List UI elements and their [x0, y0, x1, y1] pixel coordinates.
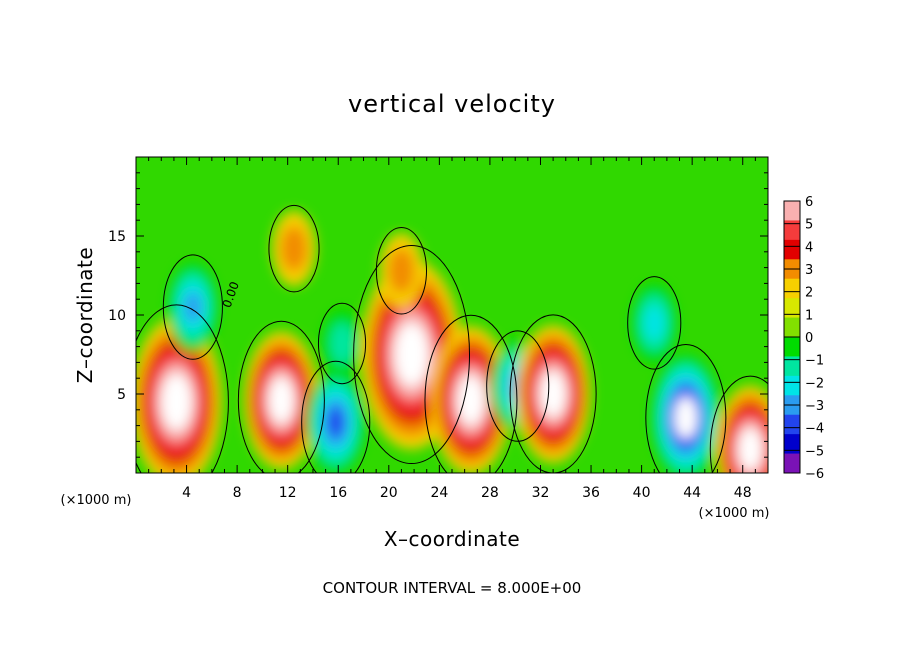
y-axis-label: Z–coordinate	[73, 247, 97, 383]
velocity-feature-12	[651, 354, 721, 473]
contour-line-6	[353, 244, 471, 465]
colorbar-tick-label: −4	[805, 422, 824, 437]
contour-line-10	[509, 314, 597, 473]
velocity-feature-11	[631, 282, 678, 364]
velocity-feature-3	[272, 211, 316, 287]
velocity-feature-13	[715, 385, 768, 473]
velocity-feature-10	[515, 325, 591, 463]
x-tick-label: 48	[734, 485, 752, 501]
velocity-feature-7	[379, 233, 424, 309]
y-tick-label: 5	[117, 387, 126, 403]
feature-band	[545, 380, 561, 408]
feature-band	[743, 436, 758, 463]
contour-line-5	[317, 302, 367, 385]
colorbar-swatch	[784, 337, 800, 357]
colorbar-swatch	[784, 453, 800, 474]
colorbar-tick-label: 6	[805, 195, 813, 210]
colorbar-swatch	[784, 434, 800, 455]
contour-line-4	[301, 360, 371, 473]
velocity-feature-0	[136, 317, 222, 473]
contour-line-0	[136, 304, 229, 473]
y-tick-label: 10	[108, 308, 126, 324]
feature-band	[167, 385, 186, 419]
colorbar-swatch	[784, 298, 800, 319]
colorbar-swatch	[784, 414, 800, 435]
colorbar-tick-label: 3	[805, 263, 813, 278]
contour-line-8	[424, 314, 518, 473]
contour-line-2	[237, 320, 325, 473]
plot-area: 0.00	[136, 157, 768, 473]
feature-band	[273, 386, 289, 415]
velocity-feature-5	[321, 308, 363, 379]
colorbar-tick-label: −1	[805, 354, 824, 369]
colorbar-tick-label: 2	[805, 286, 813, 301]
feature-band	[462, 385, 479, 416]
x-tick-label: 20	[380, 485, 398, 501]
feature-band	[678, 404, 693, 431]
y-tick-label: 15	[108, 229, 126, 245]
colorbar-swatch	[784, 278, 800, 299]
colorbar: 6 5 4 3 2 1 0 −1 −2 −3 −4 −5 −6	[783, 195, 824, 482]
colorbar-swatch	[784, 317, 800, 338]
velocity-field	[136, 211, 768, 473]
x-tick-label: 12	[279, 485, 297, 501]
x-units-right: (×1000 m)	[699, 506, 770, 521]
contour-interval-note: CONTOUR INTERVAL = 8.000E+00	[323, 579, 582, 597]
feature-band	[184, 291, 202, 323]
contour-line-12	[645, 344, 727, 473]
colorbar-tick-label: 5	[805, 218, 813, 233]
x-tick-label: 36	[582, 485, 600, 501]
colorbar-swatch	[784, 220, 800, 241]
colorbar-swatch	[784, 356, 800, 377]
contour-line-9	[486, 330, 550, 442]
x-axis-label: X–coordinate	[384, 527, 520, 551]
x-tick-label: 8	[233, 485, 242, 501]
contour-line-11	[627, 276, 682, 370]
colorbar-tick-label: −3	[805, 399, 824, 414]
contour-line-7	[375, 227, 428, 315]
colorbar-tick-label: −2	[805, 376, 824, 391]
x-units-left: (×1000 m)	[61, 493, 132, 508]
feature-band	[401, 335, 422, 374]
colorbar-swatch	[784, 375, 800, 396]
colorbar-swatch	[784, 201, 800, 221]
feature-band	[388, 248, 415, 294]
feature-band	[329, 322, 355, 365]
velocity-feature-4	[306, 369, 366, 473]
x-tick-label: 24	[430, 485, 448, 501]
x-tick-label: 16	[329, 485, 347, 501]
colorbar-tick-label: 1	[805, 308, 813, 323]
x-axis-ticks: 4 8 12 16 20 24 28 32 36 40 44 48	[148, 157, 756, 501]
feature-band	[280, 226, 308, 272]
y-axis-ticks: 5 10 15	[108, 172, 768, 458]
velocity-feature-1	[167, 261, 219, 353]
colorbar-tick-label: −5	[805, 444, 824, 459]
x-tick-label: 40	[633, 485, 651, 501]
contour-line-3	[268, 204, 320, 293]
x-tick-label: 32	[532, 485, 550, 501]
colorbar-tick-label: 4	[805, 240, 813, 255]
colorbar-tick-label: −6	[805, 467, 824, 482]
x-tick-label: 44	[683, 485, 701, 501]
chart-title: vertical velocity	[348, 90, 556, 118]
colorbar-tick-label: 0	[805, 331, 813, 346]
contour-line-13	[709, 375, 768, 473]
colorbar-swatch	[784, 239, 800, 260]
velocity-feature-2	[243, 331, 319, 470]
x-tick-label: 4	[182, 485, 191, 501]
feature-band	[644, 305, 665, 341]
x-tick-label: 28	[481, 485, 499, 501]
feature-band	[327, 407, 344, 437]
contour-line-1	[162, 254, 223, 360]
